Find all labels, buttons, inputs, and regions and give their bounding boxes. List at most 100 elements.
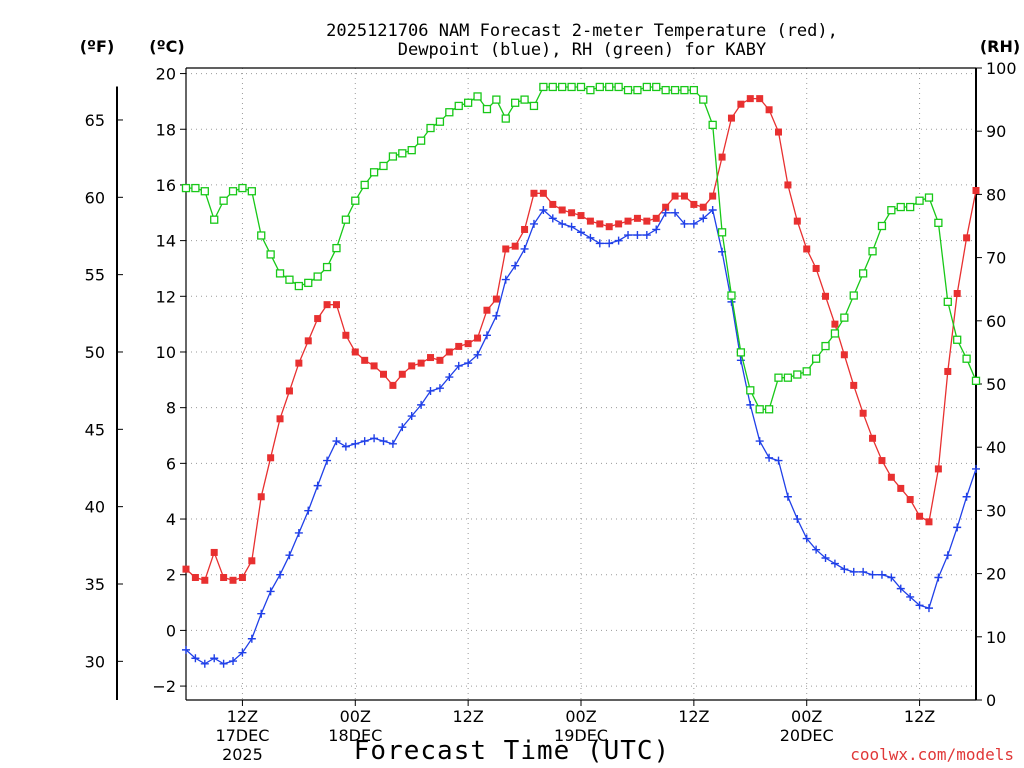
rh-tick-label: 10 bbox=[986, 628, 1006, 647]
rh-point bbox=[708, 120, 717, 130]
dewpoint-point bbox=[821, 554, 830, 563]
rh-point bbox=[971, 376, 981, 385]
temperature-point bbox=[323, 301, 331, 309]
dewpoint-point bbox=[793, 515, 802, 524]
celsius-tick-label: 8 bbox=[166, 399, 176, 418]
dewpoint-point bbox=[586, 233, 595, 242]
rh-point bbox=[482, 104, 492, 114]
rh-point bbox=[529, 101, 539, 111]
dewpoint-point bbox=[266, 587, 275, 596]
temperature-point bbox=[662, 203, 670, 211]
rh-point bbox=[520, 95, 529, 104]
temperature-point bbox=[699, 203, 707, 211]
temperature-point bbox=[925, 518, 933, 526]
temperature-point bbox=[878, 457, 886, 465]
rh-point bbox=[858, 269, 868, 278]
rh-series bbox=[181, 82, 981, 414]
temperature-point bbox=[793, 217, 801, 225]
temperature-point bbox=[248, 557, 256, 565]
temperature-point bbox=[558, 206, 566, 214]
rh-tick-label: 20 bbox=[986, 565, 1006, 584]
rh-point bbox=[934, 218, 943, 227]
temperature-point bbox=[389, 381, 397, 389]
temperature-point bbox=[511, 242, 519, 250]
rh-point bbox=[868, 247, 877, 256]
dewpoint-point bbox=[671, 208, 680, 217]
dewpoint-point bbox=[398, 423, 407, 432]
temperature-point bbox=[822, 292, 830, 300]
rh-point bbox=[313, 272, 322, 281]
temperature-point bbox=[530, 189, 538, 197]
rh-point bbox=[416, 136, 426, 145]
fahrenheit-tick-label: 40 bbox=[85, 498, 105, 517]
rh-point bbox=[605, 82, 614, 92]
dewpoint-point bbox=[294, 528, 303, 537]
rh-point bbox=[943, 297, 952, 306]
rh-point bbox=[388, 152, 398, 161]
fahrenheit-tick-label: 35 bbox=[85, 575, 105, 594]
temperature-point bbox=[474, 334, 482, 342]
dewpoint-point bbox=[943, 551, 952, 560]
rh-point bbox=[351, 196, 360, 205]
dewpoint-point bbox=[464, 359, 473, 368]
rh-point bbox=[567, 82, 576, 92]
temperature-point bbox=[586, 217, 594, 225]
dewpoint-point bbox=[699, 214, 708, 223]
temperature-point bbox=[775, 128, 782, 136]
x-axis-label: Forecast Time (UTC) bbox=[354, 736, 670, 766]
dewpoint-point bbox=[953, 523, 962, 532]
dewpoint-point bbox=[285, 551, 294, 560]
time-tick-label: 12Z bbox=[227, 707, 258, 726]
rh-unit-label: (RH) bbox=[980, 37, 1020, 56]
rh-point bbox=[304, 278, 313, 288]
fahrenheit-tick-label: 60 bbox=[85, 188, 105, 207]
dewpoint-point bbox=[642, 231, 651, 240]
temperature-point bbox=[455, 342, 463, 350]
rh-point bbox=[332, 243, 341, 253]
dewpoint-point bbox=[210, 654, 219, 663]
celsius-tick-label: 6 bbox=[166, 454, 176, 473]
dewpoint-point bbox=[548, 214, 557, 223]
rh-point bbox=[802, 367, 811, 376]
temperature-point bbox=[361, 356, 369, 364]
temperature-point bbox=[972, 187, 980, 195]
chart-axes bbox=[116, 67, 977, 701]
dewpoint-point bbox=[520, 244, 529, 253]
rh-point bbox=[755, 405, 764, 414]
time-tick-label: 12Z bbox=[904, 707, 935, 726]
rh-point bbox=[322, 262, 332, 272]
celsius-tick-label: 0 bbox=[166, 621, 176, 640]
dewpoint-point bbox=[896, 584, 905, 593]
rh-point bbox=[896, 202, 905, 212]
celsius-tick-label: 2 bbox=[166, 566, 176, 585]
rh-point bbox=[360, 180, 369, 190]
temperature-point bbox=[596, 220, 604, 228]
dewpoint-point bbox=[812, 545, 821, 554]
rh-point bbox=[558, 82, 567, 92]
rh-point bbox=[699, 95, 708, 104]
dewpoint-point bbox=[379, 437, 388, 446]
dewpoint-point bbox=[849, 567, 858, 576]
rh-point bbox=[369, 168, 379, 177]
rh-point bbox=[576, 82, 586, 92]
temperature-point bbox=[944, 367, 952, 375]
temperature-point bbox=[436, 356, 444, 364]
temperature-point bbox=[220, 573, 228, 581]
rh-tick-label: 70 bbox=[986, 249, 1006, 268]
dewpoint-point bbox=[689, 219, 698, 228]
temperature-point bbox=[916, 512, 924, 520]
dewpoint-point bbox=[755, 437, 764, 446]
rh-point bbox=[821, 341, 830, 351]
grid-lines bbox=[186, 68, 976, 700]
dewpoint-point bbox=[191, 654, 200, 663]
temperature-point bbox=[295, 359, 303, 367]
dewpoint-point bbox=[708, 205, 717, 214]
rh-tick-label: 100 bbox=[986, 59, 1017, 78]
dewpoint-point bbox=[332, 437, 341, 446]
temperature-point bbox=[840, 351, 848, 359]
temperature-point bbox=[897, 484, 905, 492]
temperature-point bbox=[887, 473, 895, 481]
dewpoint-point bbox=[257, 609, 266, 618]
temperature-point bbox=[332, 301, 340, 309]
rh-point bbox=[445, 108, 454, 117]
